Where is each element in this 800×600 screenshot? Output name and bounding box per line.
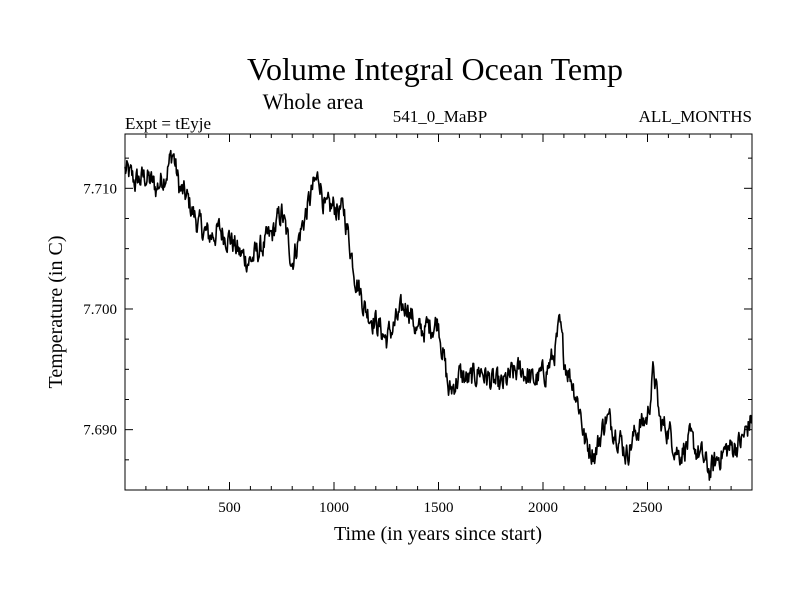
x-tick-label: 500 [218, 500, 241, 516]
y-axis-ticks: 7.690 7.700 7.710 [83, 157, 752, 491]
y-tick-label: 7.710 [83, 181, 117, 197]
x-tick-label: 2500 [633, 500, 663, 516]
y-tick-label: 7.700 [83, 302, 117, 318]
y-axis-label: Temperature (in C) [45, 236, 67, 389]
x-tick-label: 1000 [319, 500, 349, 516]
x-axis-ticks: 500 1000 1500 2000 2500 [145, 134, 732, 516]
period-annotation: 541_0_MaBP [393, 107, 487, 126]
months-annotation: ALL_MONTHS [639, 107, 752, 126]
plot-frame [124, 133, 753, 491]
chart-subtitle: Whole area [263, 89, 364, 114]
y-tick-label: 7.690 [83, 423, 117, 439]
x-axis-label: Time (in years since start) [334, 523, 542, 545]
chart-title: Volume Integral Ocean Temp [247, 51, 623, 87]
experiment-annotation: Expt = tEyje [125, 114, 211, 133]
temperature-series-line [124, 149, 753, 481]
x-tick-label: 1500 [424, 500, 454, 516]
x-tick-label: 2000 [528, 500, 558, 516]
